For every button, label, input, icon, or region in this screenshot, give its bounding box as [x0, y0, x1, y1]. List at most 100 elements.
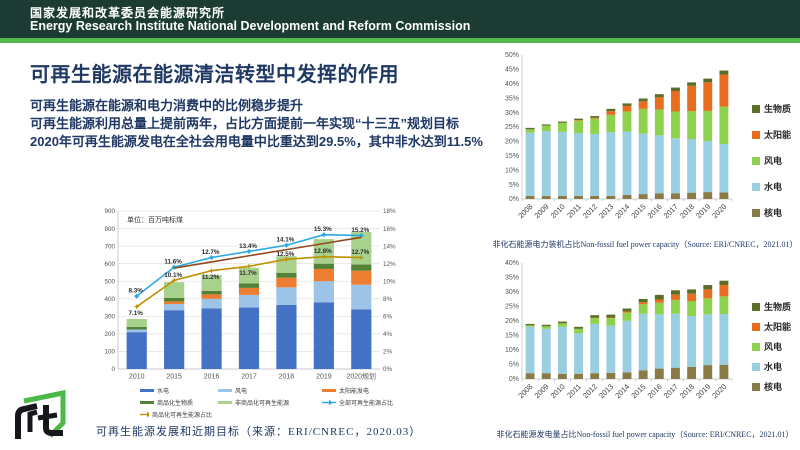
svg-text:10%: 10%: [505, 347, 519, 354]
legend-swatch: [752, 156, 760, 165]
svg-text:40%: 40%: [505, 81, 519, 88]
green-stripe: [0, 38, 800, 43]
main-chart-caption: 可再生能源发展和近期目标（来源：ERI/CNREC，2020.03）: [96, 426, 422, 438]
legend-label: 核电: [764, 382, 783, 392]
svg-text:2018: 2018: [279, 374, 295, 381]
header-bar: 国家发展和改革委员会能源研究所 Energy Research Institut…: [0, 0, 800, 38]
svg-text:35%: 35%: [505, 95, 519, 102]
legend-swatch: [752, 302, 760, 311]
capacity-chart-caption: 非化石能源电力装机占比Non-fossil fuel power capacit…: [492, 240, 798, 249]
bullet-2: 可再生能源利用总量上提前两年，占比方面提前一年实现“十三五”规划目标: [30, 115, 460, 131]
legend-line-swatch: [140, 411, 149, 418]
svg-text:单位：百万吨标煤: 单位：百万吨标煤: [127, 215, 183, 224]
main-chart-legend: 水电 风电 太阳能发电商品化生物质 非商品化可再生能源 全部可再生能源占比商品化可再生能…: [140, 386, 420, 419]
generation-chart-caption: 非化石能源发电量占比Non-fossil fuel power capacity…: [496, 430, 794, 439]
svg-text:0%: 0%: [509, 196, 519, 203]
svg-text:2020: 2020: [710, 202, 728, 220]
svg-text:2017: 2017: [662, 382, 680, 400]
legend-label: 商品化可再生能源占比: [151, 413, 212, 419]
slide-title: 可再生能源在能源清洁转型中发挥的作用: [30, 64, 399, 86]
legend-swatch: [752, 130, 760, 139]
svg-text:2014: 2014: [613, 382, 631, 400]
legend-item: 太阳能: [752, 128, 791, 141]
legend-line-swatch: [322, 399, 336, 406]
svg-text:25%: 25%: [505, 124, 519, 131]
legend-label: 核电: [764, 208, 783, 218]
legend-swatch: [218, 389, 232, 392]
legend-swatch: [752, 104, 760, 113]
legend-swatch: [752, 322, 760, 331]
legend-label: 生物质: [764, 104, 792, 114]
svg-text:45%: 45%: [505, 67, 519, 74]
legend-swatch: [752, 182, 760, 191]
legend-item: 核电: [752, 380, 791, 393]
legend-label: 太阳能: [764, 130, 792, 140]
legend-label: 水电: [764, 182, 783, 192]
svg-text:15%: 15%: [505, 153, 519, 160]
svg-text:25%: 25%: [505, 304, 519, 311]
svg-text:2020规划: 2020规划: [346, 372, 376, 381]
svg-text:2018: 2018: [678, 202, 696, 220]
svg-text:2009: 2009: [532, 202, 550, 220]
svg-text:800: 800: [104, 226, 115, 233]
svg-text:20%: 20%: [505, 318, 519, 325]
svg-text:2009: 2009: [532, 382, 550, 400]
svg-text:11.6%: 11.6%: [164, 259, 182, 266]
generation-share-chart: 0% 5% 10% 15% 20% 25% 30% 35% 40% 2008 2009 2010 201…: [492, 257, 738, 417]
svg-text:15.3%: 15.3%: [314, 226, 332, 233]
legend-item: 商品化可再生能源占比: [140, 410, 212, 419]
eri-logo-icon: [15, 389, 66, 439]
svg-text:20%: 20%: [505, 139, 519, 146]
bullet-text-block: 可再生能源在能源和电力消费中的比例稳步提升 可再生能源利用总量上提前两年，占比方…: [30, 97, 490, 151]
svg-text:10.1%: 10.1%: [164, 272, 182, 279]
svg-text:2017: 2017: [241, 374, 257, 381]
legend-label: 全部可再生能源占比: [339, 401, 394, 407]
generation-chart-legend: 生物质 太阳能 风电 水电 核电: [752, 300, 791, 393]
svg-text:2016: 2016: [646, 202, 664, 220]
svg-text:30%: 30%: [505, 289, 519, 296]
svg-text:2%: 2%: [383, 349, 393, 356]
renewable-development-chart: 0 100 200 300 400 500 600 700 800 900 0% 2% 4% 6% 8% 10…: [92, 199, 407, 385]
svg-text:12.7%: 12.7%: [351, 249, 369, 256]
svg-text:12.7%: 12.7%: [202, 249, 220, 256]
eri-logo: [6, 386, 76, 446]
legend-label: 风电: [764, 342, 783, 352]
capacity-chart-legend: 生物质太阳能风电水电核电: [752, 102, 791, 219]
legend-item: 水电: [752, 180, 791, 193]
svg-text:2011: 2011: [565, 382, 583, 400]
svg-text:40%: 40%: [505, 260, 519, 267]
legend-label: 风电: [764, 156, 783, 166]
svg-text:12%: 12%: [383, 261, 396, 268]
svg-text:10%: 10%: [505, 167, 519, 174]
svg-text:2010: 2010: [129, 374, 145, 381]
capacity-share-chart-svg: 0%5%10%15%20%25%30%35%40%45%50%200820092…: [505, 52, 733, 220]
legend-item: 商品化生物质: [140, 398, 212, 407]
svg-text:900: 900: [104, 208, 115, 215]
svg-text:12.8%: 12.8%: [314, 248, 332, 255]
legend-label: 非商品化可再生能源: [235, 401, 290, 407]
svg-text:600: 600: [104, 261, 115, 268]
legend-swatch: [752, 342, 760, 351]
svg-text:15%: 15%: [505, 333, 519, 340]
legend-label: 水电: [157, 389, 170, 395]
bullet-3: 2020年可再生能源发电在全社会用电量中比重达到29.5%，其中非水达到11.5…: [30, 133, 483, 149]
legend-swatch: [140, 401, 154, 404]
svg-text:4%: 4%: [383, 331, 393, 338]
svg-text:2016: 2016: [646, 382, 664, 400]
svg-text:100: 100: [104, 349, 115, 356]
legend-label: 太阳能: [764, 322, 792, 332]
svg-text:2020: 2020: [710, 382, 728, 400]
svg-text:2017: 2017: [662, 202, 680, 220]
legend-item: 生物质: [752, 102, 791, 115]
legend-swatch: [752, 382, 760, 391]
generation-share-chart-svg: 0%5%10%15%20%25%30%35%40%200820092010201…: [505, 260, 733, 400]
svg-text:2011: 2011: [565, 202, 583, 220]
svg-text:35%: 35%: [505, 275, 519, 282]
svg-text:14.1%: 14.1%: [276, 237, 294, 244]
legend-item: 风电: [218, 386, 316, 395]
svg-text:2019: 2019: [694, 382, 712, 400]
svg-text:2012: 2012: [581, 382, 599, 400]
svg-text:11.2%: 11.2%: [202, 274, 220, 281]
legend-item: 太阳能发电: [322, 386, 420, 395]
